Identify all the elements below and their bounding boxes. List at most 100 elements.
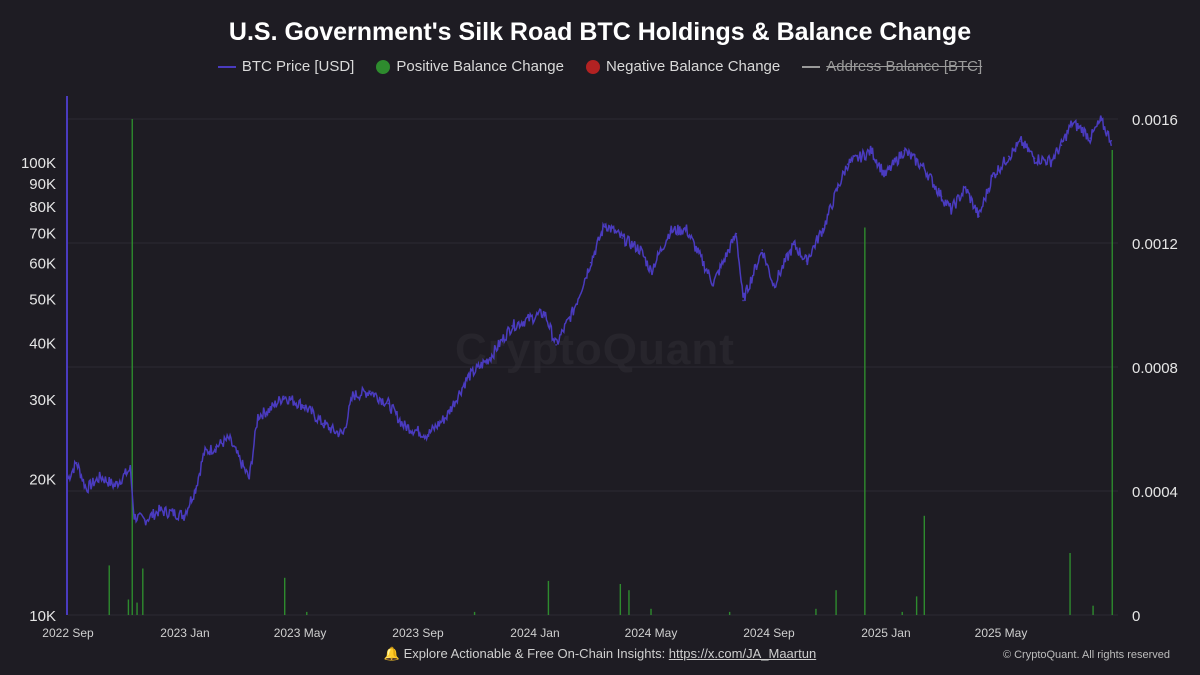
footer-link[interactable]: https://x.com/JA_Maartun	[668, 646, 817, 661]
x-tick-label: 2023 May	[274, 626, 327, 640]
y-left-tick-label: 80K	[29, 199, 56, 216]
legend-item-address-balance[interactable]: Address Balance [BTC]	[802, 58, 982, 75]
btc-price-point	[203, 452, 205, 454]
btc-price-point	[805, 260, 808, 262]
btc-price-point	[1060, 144, 1063, 147]
y-left-tick-label: 10K	[29, 608, 56, 625]
btc-price-point	[589, 261, 592, 264]
legend-item-btc-price[interactable]: BTC Price [USD]	[217, 58, 355, 75]
btc-price-point	[351, 394, 354, 397]
y-left-tick-label: 70K	[29, 225, 56, 242]
btc-price-point	[772, 284, 775, 286]
btc-price-point	[426, 434, 429, 436]
y-right-tick-label: 0.0008	[1132, 360, 1178, 377]
chart-title: U.S. Government's Silk Road BTC Holdings…	[228, 18, 972, 46]
btc-price-point	[194, 487, 197, 490]
y-right-tick-label: 0.0004	[1132, 484, 1178, 501]
btc-price-point	[445, 415, 448, 417]
btc-price-point	[639, 249, 642, 251]
x-tick-label: 2024 Jan	[510, 626, 559, 640]
y-left-tick-label: 100K	[21, 155, 56, 172]
btc-price-point	[950, 208, 952, 211]
btc-price-point	[1089, 137, 1091, 139]
btc-price-point	[1020, 140, 1022, 143]
btc-price-point	[228, 437, 230, 440]
btc-price-point	[650, 270, 652, 272]
btc-price-point	[978, 215, 980, 217]
bell-icon: 🔔	[383, 646, 400, 661]
btc-price-point	[604, 223, 606, 225]
x-tick-label: 2023 Jan	[160, 626, 209, 640]
y-left-tick-label: 20K	[29, 472, 56, 489]
btc-price-point	[964, 187, 967, 190]
btc-price-point	[903, 149, 905, 152]
btc-price-point	[870, 149, 873, 152]
btc-price-point	[322, 422, 324, 425]
btc-price-point	[543, 311, 546, 314]
y-right-tick-label: 0.0016	[1132, 112, 1178, 129]
btc-price-point	[669, 230, 671, 232]
btc-price-point	[846, 163, 849, 165]
btc-price-point	[67, 477, 69, 480]
x-tick-label: 2025 May	[975, 626, 1028, 640]
btc-price-point	[1071, 122, 1073, 124]
legend-item-positive-change[interactable]: Positive Balance Change	[376, 58, 564, 75]
btc-price-point	[467, 376, 469, 379]
btc-price-point	[489, 356, 491, 359]
chart-legend: BTC Price [USD] Positive Balance Change …	[0, 58, 1200, 75]
legend-dot-icon	[376, 59, 391, 74]
btc-price-point	[1099, 119, 1102, 122]
btc-price-point	[85, 487, 88, 490]
btc-price-point	[158, 509, 160, 512]
legend-line-icon	[802, 65, 821, 68]
x-tick-label: 2024 May	[625, 626, 678, 640]
y-left-tick-label: 50K	[29, 291, 56, 308]
btc-price-point	[369, 390, 371, 393]
btc-price-point	[75, 461, 78, 464]
legend-label: Positive Balance Change	[396, 58, 564, 75]
y-right-tick-label: 0	[1132, 608, 1140, 625]
btc-price-point	[923, 167, 926, 169]
btc-price-point	[742, 299, 744, 302]
btc-price-point	[823, 224, 826, 227]
copyright-notice: © CryptoQuant. All rights reserved	[1002, 649, 1170, 661]
btc-price-point	[837, 186, 839, 189]
x-tick-label: 2024 Sep	[743, 626, 795, 640]
btc-price-point	[1110, 139, 1113, 142]
btc-price-point	[402, 424, 405, 427]
btc-price-point	[572, 309, 575, 312]
btc-price-point	[183, 514, 185, 517]
btc-price-point	[129, 468, 132, 470]
btc-price-point	[1007, 155, 1010, 158]
btc-price-point	[124, 473, 127, 475]
btc-price-point	[511, 325, 513, 327]
legend-label: Negative Balance Change	[605, 58, 781, 75]
btc-price-point	[793, 243, 795, 246]
btc-price-point	[143, 519, 146, 521]
btc-price-point	[133, 515, 135, 518]
btc-price-point	[555, 344, 557, 346]
btc-price-point	[387, 402, 390, 405]
btc-price-point	[735, 232, 738, 235]
btc-price-point	[282, 395, 285, 398]
btc-price-point	[332, 430, 335, 432]
btc-price-point	[172, 512, 175, 514]
y-left-tick-label: 60K	[29, 256, 56, 273]
legend-dot-icon	[585, 59, 600, 74]
y-left-tick-label: 30K	[29, 392, 56, 409]
legend-line-icon	[217, 65, 236, 68]
btc-price-point	[214, 446, 217, 448]
btc-price-point	[1081, 128, 1084, 131]
watermark: CryptoQuant	[455, 325, 735, 375]
btc-price-line	[67, 115, 1113, 526]
y-left-tick-label: 40K	[29, 335, 56, 352]
legend-label: BTC Price [USD]	[241, 58, 355, 75]
btc-price-point	[621, 237, 624, 239]
btc-price-point	[303, 404, 305, 407]
x-tick-label: 2023 Sep	[392, 626, 444, 640]
footer: 🔔 Explore Actionable & Free On-Chain Ins…	[0, 646, 1200, 662]
footer-text: Explore Actionable & Free On-Chain Insig…	[403, 646, 669, 661]
btc-price-point	[884, 174, 886, 177]
legend-item-negative-change[interactable]: Negative Balance Change	[585, 58, 781, 75]
